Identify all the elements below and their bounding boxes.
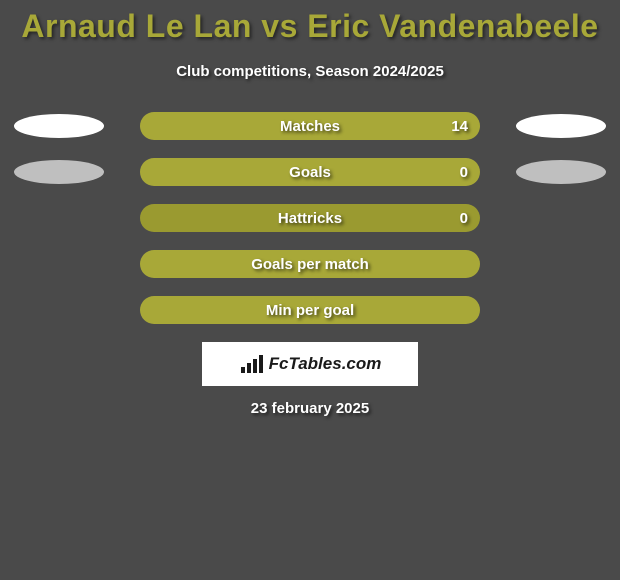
stat-label: Matches [280, 118, 340, 135]
stat-row-matches: Matches 14 [0, 112, 620, 140]
stat-bar: Goals per match [140, 250, 480, 278]
stat-bar: Hattricks 0 [140, 204, 480, 232]
left-ellipse [14, 114, 104, 138]
date-text: 23 february 2025 [0, 400, 620, 417]
stat-row-hattricks: Hattricks 0 [0, 204, 620, 232]
subtitle: Club competitions, Season 2024/2025 [0, 63, 620, 80]
left-ellipse [14, 160, 104, 184]
stat-label: Goals [289, 164, 331, 181]
stat-row-goals-per-match: Goals per match [0, 250, 620, 278]
stat-value: 0 [460, 164, 468, 181]
logo-text: FcTables.com [269, 354, 382, 374]
stat-label: Goals per match [251, 256, 369, 273]
logo: FcTables.com [239, 353, 382, 375]
logo-box: FcTables.com [202, 342, 418, 386]
page-title: Arnaud Le Lan vs Eric Vandenabeele [0, 0, 620, 45]
stats-rows: Matches 14 Goals 0 Hattricks 0 Goals per… [0, 112, 620, 324]
stat-bar: Matches 14 [140, 112, 480, 140]
bars-icon [239, 353, 265, 375]
stat-label: Min per goal [266, 302, 354, 319]
right-ellipse [516, 160, 606, 184]
right-ellipse [516, 114, 606, 138]
stat-bar: Min per goal [140, 296, 480, 324]
stat-value: 14 [451, 118, 468, 135]
stat-row-goals: Goals 0 [0, 158, 620, 186]
stat-value: 0 [460, 210, 468, 227]
stat-row-min-per-goal: Min per goal [0, 296, 620, 324]
stat-label: Hattricks [278, 210, 342, 227]
stat-bar: Goals 0 [140, 158, 480, 186]
